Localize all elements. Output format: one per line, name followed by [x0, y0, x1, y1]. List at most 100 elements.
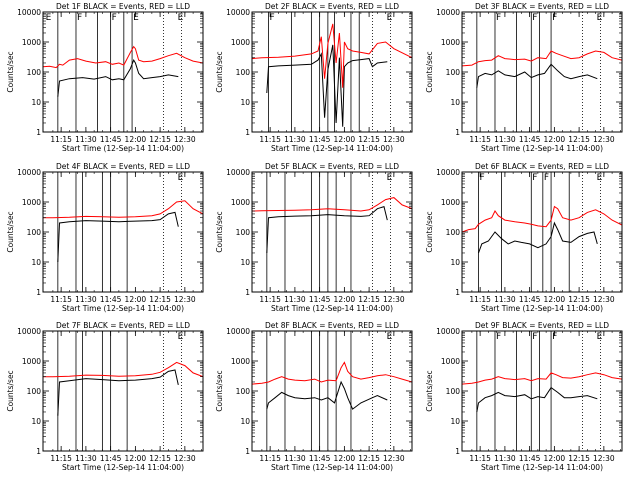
x-tick-label: 12:15 — [358, 295, 380, 304]
y-tick-label: 10 — [450, 258, 460, 267]
x-tick-label: 11:45 — [309, 454, 331, 463]
x-tick-label: 12:15 — [358, 454, 380, 463]
plot-frame — [251, 171, 413, 293]
x-tick-label: 11:15 — [50, 135, 72, 144]
flag-label: E — [133, 13, 139, 23]
x-axis-title: Start Time (12-Sep-14 11:04:00) — [481, 463, 603, 472]
flag-label: F — [532, 173, 537, 183]
panel-7: Det 7F BLACK = Events, RED = LLD E 1 10 100 1… — [6, 321, 204, 472]
flag-label: E — [46, 13, 52, 23]
flag-label: E — [387, 13, 393, 23]
y-tick-label: 1 — [245, 447, 250, 456]
y-tick-label: 10 — [31, 258, 41, 267]
x-tick-label: 11:30 — [75, 135, 97, 144]
y-tick-label: 100 — [236, 387, 251, 396]
x-tick-label: 11:15 — [50, 295, 72, 304]
series-line-lld — [462, 372, 622, 385]
panel-title: Det 7F BLACK = Events, RED = LLD — [56, 321, 190, 330]
panel-title: Det 8F BLACK = Events, RED = LLD — [265, 321, 399, 330]
panel-4: Det 4F BLACK = Events, RED = LLD E 1 10 100 1… — [6, 162, 204, 313]
x-tick-label: 12:00 — [544, 295, 566, 304]
x-tick-label: 11:45 — [519, 135, 541, 144]
y-tick-label: 10 — [240, 98, 250, 107]
panel-3: Det 3F BLACK = Events, RED = LLD F F F E 1 10 1… — [425, 2, 623, 153]
x-tick-label: 11:15 — [469, 454, 491, 463]
x-tick-label: 11:45 — [519, 454, 541, 463]
x-tick-label: 12:15 — [568, 135, 590, 144]
x-tick-label: 12:15 — [568, 454, 590, 463]
y-tick-label: 1000 — [441, 38, 460, 47]
panel-title: Det 4F BLACK = Events, RED = LLD — [56, 162, 190, 171]
panel-title: Det 2F BLACK = Events, RED = LLD — [265, 2, 399, 11]
flag-label: F — [479, 173, 484, 183]
x-tick-label: 12:30 — [174, 135, 196, 144]
y-tick-label: 10000 — [17, 327, 41, 336]
x-tick-label: 12:00 — [544, 135, 566, 144]
series-line-events — [57, 58, 179, 97]
x-tick-label: 12:00 — [334, 454, 356, 463]
series-line-events — [266, 205, 388, 254]
x-tick-label: 12:30 — [383, 295, 405, 304]
plot-frame — [42, 11, 204, 133]
y-axis-title: Counts/sec — [215, 211, 224, 252]
x-axis-title: Start Time (12-Sep-14 11:04:00) — [62, 463, 184, 472]
y-tick-label: 1 — [36, 128, 41, 137]
x-tick-label: 12:15 — [149, 295, 171, 304]
x-axis-title: Start Time (12-Sep-14 11:04:00) — [271, 304, 393, 313]
y-axis-title: Counts/sec — [215, 370, 224, 411]
panel-9: Det 9F BLACK = Events, RED = LLD F F F E 1 10 1… — [425, 321, 623, 472]
flag-label: E — [178, 332, 184, 342]
x-tick-label: 12:30 — [383, 135, 405, 144]
y-tick-label: 1000 — [22, 38, 41, 47]
series-line-lld — [462, 205, 622, 233]
x-tick-label: 11:15 — [469, 135, 491, 144]
flag-label: F — [544, 173, 549, 183]
flag-label: F — [552, 13, 557, 23]
x-tick-label: 11:15 — [50, 454, 72, 463]
x-tick-label: 11:15 — [469, 295, 491, 304]
y-tick-label: 100 — [446, 228, 461, 237]
series-line-events — [266, 380, 388, 410]
y-axis-title: Counts/sec — [6, 51, 15, 92]
y-tick-label: 10000 — [436, 327, 460, 336]
series-line-events — [476, 63, 598, 88]
y-tick-label: 100 — [446, 68, 461, 77]
x-tick-label: 11:45 — [309, 295, 331, 304]
y-tick-label: 1000 — [441, 357, 460, 366]
y-tick-label: 100 — [446, 387, 461, 396]
x-axis-title: Start Time (12-Sep-14 11:04:00) — [481, 304, 603, 313]
flag-label: E — [387, 332, 393, 342]
series-line-events — [57, 211, 179, 263]
plot-frame — [42, 171, 204, 293]
flag-label: F — [532, 13, 537, 23]
flag-label: E — [178, 13, 184, 23]
x-tick-label: 11:30 — [494, 135, 516, 144]
y-tick-label: 1000 — [441, 198, 460, 207]
y-tick-label: 1 — [245, 288, 250, 297]
x-tick-label: 12:30 — [593, 454, 615, 463]
flag-label: E — [597, 173, 603, 183]
plot-frame — [251, 330, 413, 452]
y-tick-label: 10 — [450, 98, 460, 107]
flag-label: F — [496, 13, 501, 23]
x-tick-label: 11:15 — [259, 454, 281, 463]
y-tick-label: 1 — [245, 128, 250, 137]
x-tick-label: 11:45 — [519, 295, 541, 304]
series-line-events — [478, 221, 598, 254]
series-line-lld — [462, 50, 622, 67]
x-tick-label: 12:30 — [593, 295, 615, 304]
y-tick-label: 10000 — [226, 327, 250, 336]
flag-label: F — [269, 13, 274, 23]
x-tick-label: 11:30 — [494, 295, 516, 304]
flag-label: E — [597, 332, 603, 342]
series-line-events — [266, 44, 388, 127]
flag-label: F — [552, 332, 557, 342]
y-tick-label: 10000 — [17, 8, 41, 17]
x-axis-title: Start Time (12-Sep-14 11:04:00) — [481, 144, 603, 153]
y-tick-label: 10000 — [226, 168, 250, 177]
x-tick-label: 11:30 — [284, 454, 306, 463]
x-tick-label: 11:30 — [75, 295, 97, 304]
x-tick-label: 12:15 — [358, 135, 380, 144]
y-axis-title: Counts/sec — [6, 211, 15, 252]
